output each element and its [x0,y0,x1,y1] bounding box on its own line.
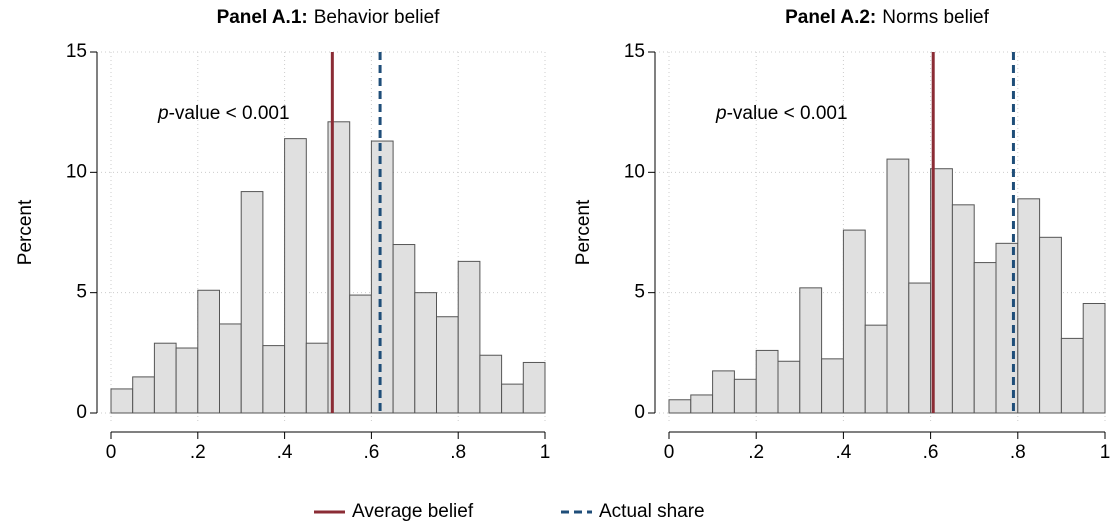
bar [1082,302,1106,414]
annotation: p-value < 0.001 [715,103,848,124]
bar [392,244,416,414]
x-tick-label: .6 [923,442,939,463]
y-tick-label: 0 [634,402,645,423]
bar [973,262,997,414]
annotation-text: -value < 0.001 [169,103,290,124]
bar [1060,337,1084,414]
y-axis-label: Percent [15,199,36,265]
legend-label: Average belief [352,501,474,522]
bar [712,370,735,414]
bar [522,361,546,414]
x-tick-label: .6 [363,442,379,463]
x-tick-label: .8 [450,442,466,463]
bar [153,342,177,414]
bar [110,388,134,414]
x-tick-label: .4 [835,442,851,463]
bar [733,378,757,414]
bar [908,282,932,414]
x-tick-label: .8 [1010,442,1026,463]
x-tick-label: .2 [190,442,206,463]
y-tick-label: 5 [634,282,645,303]
bar [436,316,459,414]
bar [1039,236,1062,414]
annotation-italic: p [715,103,727,124]
bar [777,360,801,414]
bar [305,342,329,414]
bar [1017,198,1041,414]
chart-title: Panel A.1: Behavior belief [217,7,441,28]
y-tick-label: 15 [624,41,645,62]
x-tick-label: 0 [664,442,675,463]
y-tick-label: 0 [76,402,87,423]
panel-label: Panel A.2: [785,7,876,28]
bar [349,294,372,414]
y-tick-label: 15 [66,41,87,62]
legend-label: Actual share [599,501,705,522]
bar [240,191,264,414]
y-axis-label: Percent [573,199,594,265]
bar [842,229,866,414]
bar [370,140,394,414]
bar [821,358,844,414]
bar [219,323,242,414]
title-text: Norms belief [882,7,989,28]
annotation: p-value < 0.001 [157,103,290,124]
bar [668,399,692,414]
bar [951,204,975,414]
y-tick-label: 10 [624,161,645,182]
chart-title: Panel A.2: Norms belief [785,7,990,28]
x-tick-label: .2 [748,442,764,463]
x-tick-label: 1 [1100,442,1111,463]
bar [262,345,286,414]
bar [175,347,199,414]
bar [414,292,437,414]
bar [755,349,779,414]
title-text: Behavior belief [314,7,440,28]
bar [690,394,714,414]
panel-label: Panel A.1: [217,7,308,28]
x-tick-label: 0 [106,442,117,463]
bar [864,324,888,414]
bar [457,260,481,414]
y-tick-label: 10 [66,161,87,182]
bar [799,287,823,414]
annotation-italic: p [157,103,169,124]
bar [197,289,221,414]
x-tick-label: .4 [277,442,293,463]
bar [479,354,503,414]
bar [501,383,524,414]
bar [284,138,307,414]
y-tick-label: 5 [76,282,87,303]
annotation-text: -value < 0.001 [727,103,848,124]
x-tick-label: 1 [540,442,551,463]
bar [886,158,910,414]
bar [132,376,155,414]
